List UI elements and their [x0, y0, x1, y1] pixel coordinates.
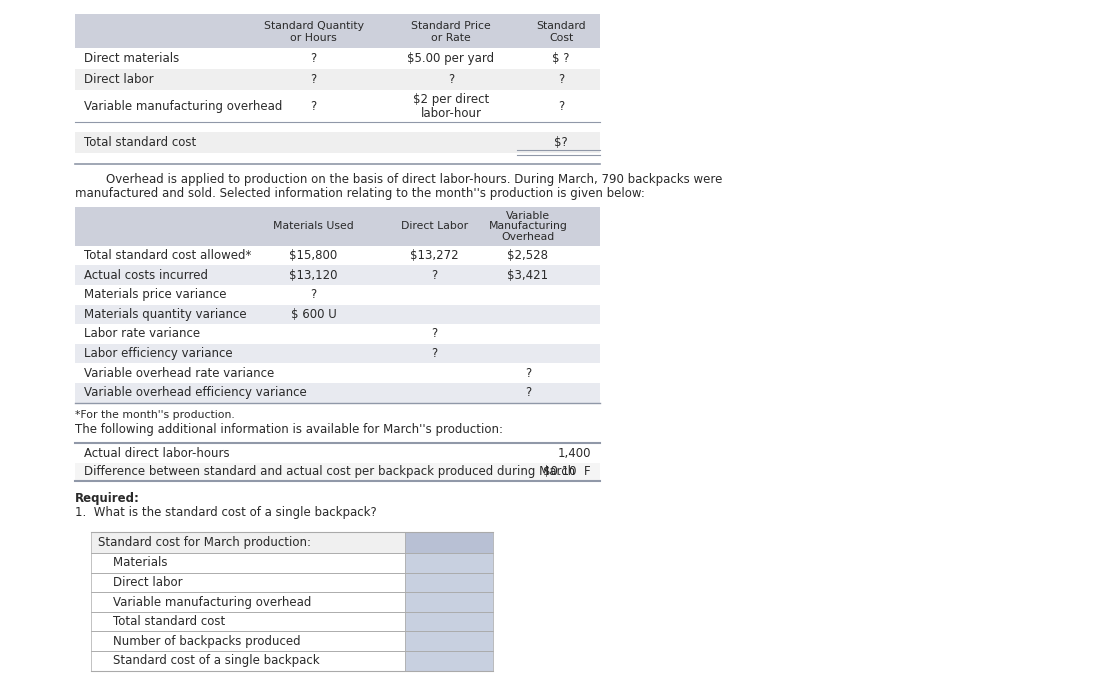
Bar — [91, 592, 405, 612]
Text: Labor efficiency variance: Labor efficiency variance — [84, 347, 232, 360]
Text: Variable manufacturing overhead: Variable manufacturing overhead — [84, 100, 282, 113]
Text: $13,120: $13,120 — [289, 269, 338, 281]
Text: Direct materials: Direct materials — [84, 52, 179, 64]
Text: Total standard cost: Total standard cost — [98, 615, 226, 628]
Bar — [405, 592, 493, 612]
Bar — [75, 90, 600, 123]
Text: $ ?: $ ? — [552, 52, 570, 64]
Text: Overhead: Overhead — [502, 232, 554, 242]
Text: Actual costs incurred: Actual costs incurred — [84, 269, 208, 281]
Bar — [75, 132, 600, 153]
Text: Materials quantity variance: Materials quantity variance — [84, 308, 246, 321]
Bar — [75, 383, 600, 402]
Bar — [75, 344, 600, 363]
Text: Variable manufacturing overhead: Variable manufacturing overhead — [98, 596, 311, 608]
Text: ?: ? — [431, 328, 438, 340]
Text: ?: ? — [558, 100, 564, 113]
Text: ?: ? — [448, 73, 454, 85]
Text: The following additional information is available for March''s production:: The following additional information is … — [75, 423, 503, 435]
Text: Standard Price: Standard Price — [411, 21, 491, 31]
Text: or Hours: or Hours — [290, 32, 337, 43]
Text: ?: ? — [558, 73, 564, 85]
Bar — [405, 612, 493, 631]
Bar — [75, 69, 600, 90]
Text: 1.  What is the standard cost of a single backpack?: 1. What is the standard cost of a single… — [75, 506, 376, 519]
Text: Standard cost for March production:: Standard cost for March production: — [98, 536, 311, 549]
Bar — [405, 631, 493, 651]
Text: Total standard cost allowed*: Total standard cost allowed* — [84, 249, 251, 262]
Bar — [75, 285, 600, 304]
Text: manufactured and sold. Selected information relating to the month''s production : manufactured and sold. Selected informat… — [75, 187, 645, 199]
Bar — [75, 265, 600, 285]
Text: *For the month''s production.: *For the month''s production. — [75, 410, 234, 420]
Bar — [91, 553, 405, 573]
Text: Difference between standard and actual cost per backpack produced during March: Difference between standard and actual c… — [84, 466, 574, 478]
Bar — [75, 48, 600, 69]
Text: Direct Labor: Direct Labor — [400, 221, 469, 232]
Text: ?: ? — [310, 73, 317, 85]
Text: ?: ? — [525, 386, 531, 399]
Text: Variable: Variable — [506, 211, 550, 220]
Text: Materials price variance: Materials price variance — [84, 288, 227, 301]
Text: $2,528: $2,528 — [507, 249, 549, 262]
Text: Manufacturing: Manufacturing — [488, 221, 568, 232]
Text: Standard cost of a single backpack: Standard cost of a single backpack — [98, 654, 319, 667]
Text: Direct labor: Direct labor — [84, 73, 153, 85]
Bar — [91, 612, 405, 631]
Bar — [91, 651, 405, 671]
Bar — [75, 363, 600, 383]
Text: ?: ? — [431, 347, 438, 360]
Text: or Rate: or Rate — [431, 32, 471, 43]
Bar — [75, 207, 600, 246]
Text: Total standard cost: Total standard cost — [84, 136, 196, 148]
Text: ?: ? — [525, 367, 531, 379]
Text: Direct labor: Direct labor — [98, 576, 183, 589]
Text: Variable overhead efficiency variance: Variable overhead efficiency variance — [84, 386, 306, 399]
Text: $0.10  F: $0.10 F — [543, 466, 591, 478]
Bar — [91, 532, 405, 553]
Text: ?: ? — [431, 269, 438, 281]
Bar — [91, 631, 405, 651]
Text: Standard: Standard — [536, 21, 586, 31]
Text: $2 per direct: $2 per direct — [412, 93, 490, 106]
Bar — [75, 304, 600, 324]
Text: $5.00 per yard: $5.00 per yard — [407, 52, 495, 64]
Text: ?: ? — [310, 288, 317, 301]
Text: $3,421: $3,421 — [507, 269, 549, 281]
Text: $15,800: $15,800 — [289, 249, 338, 262]
Text: Required:: Required: — [75, 492, 140, 505]
Bar — [405, 573, 493, 592]
Bar — [91, 573, 405, 592]
Text: $13,272: $13,272 — [410, 249, 459, 262]
Text: Cost: Cost — [549, 32, 573, 43]
Bar — [75, 246, 600, 265]
Text: Actual direct labor-hours: Actual direct labor-hours — [84, 447, 229, 460]
Text: 1,400: 1,400 — [558, 447, 591, 460]
Text: Labor rate variance: Labor rate variance — [84, 328, 200, 340]
Text: $ 600 U: $ 600 U — [290, 308, 337, 321]
Text: ?: ? — [310, 100, 317, 113]
Text: Standard Quantity: Standard Quantity — [264, 21, 363, 31]
Text: Materials: Materials — [98, 556, 167, 569]
Bar — [75, 463, 600, 481]
Bar — [75, 324, 600, 344]
Text: Number of backpacks produced: Number of backpacks produced — [98, 635, 300, 648]
Text: labor-hour: labor-hour — [420, 107, 482, 120]
Text: Overhead is applied to production on the basis of direct labor-hours. During Mar: Overhead is applied to production on the… — [91, 173, 723, 186]
Bar — [405, 553, 493, 573]
Bar — [405, 651, 493, 671]
Text: Materials Used: Materials Used — [273, 221, 354, 232]
Text: ?: ? — [310, 52, 317, 64]
Text: Variable overhead rate variance: Variable overhead rate variance — [84, 367, 274, 379]
Text: $?: $? — [554, 136, 568, 148]
Bar — [75, 444, 600, 463]
Bar — [75, 14, 600, 48]
Bar — [405, 532, 493, 553]
